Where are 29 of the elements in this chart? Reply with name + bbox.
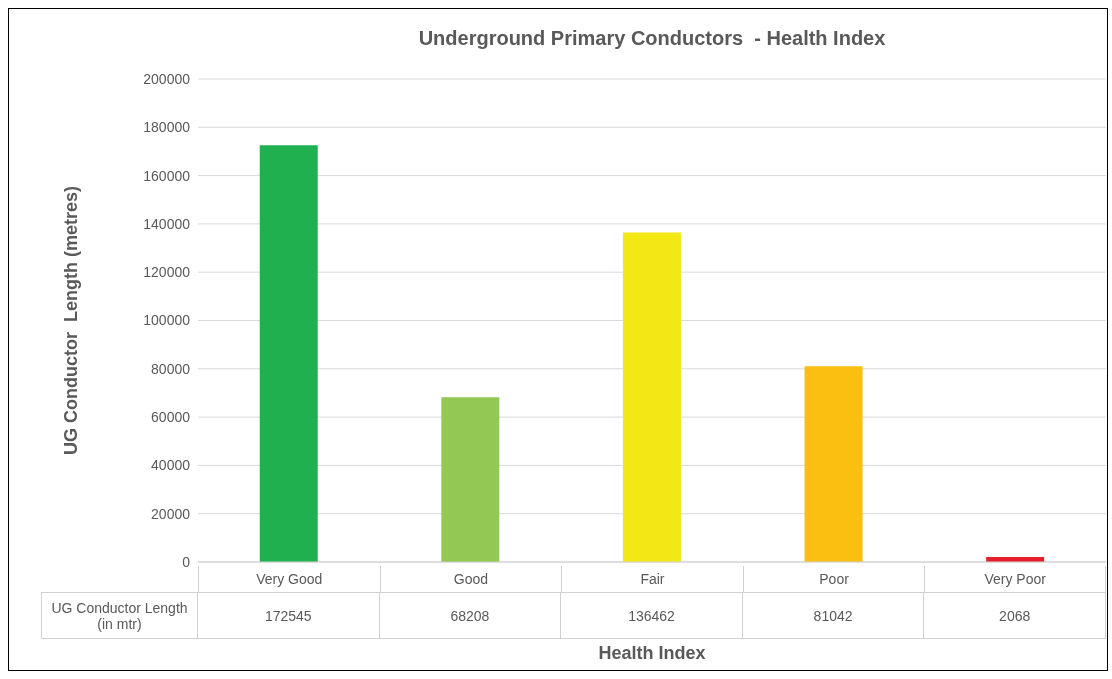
data-label: 2068: [924, 592, 1106, 639]
y-axis-title: UG Conductor Length (metres): [61, 185, 82, 457]
y-tick-label: 40000: [151, 457, 191, 474]
data-label: 68208: [379, 592, 562, 639]
bar: [259, 145, 318, 562]
bar: [441, 397, 500, 562]
y-tick-label: 120000: [143, 264, 191, 281]
x-tick-label: Poor: [742, 566, 925, 592]
data-label: 172545: [198, 592, 380, 639]
data-label: 81042: [742, 592, 925, 639]
data-label: 136462: [561, 592, 743, 639]
y-tick-label: 0: [182, 553, 191, 570]
y-tick-label: 60000: [151, 409, 191, 426]
y-tick-label: 20000: [151, 505, 191, 522]
y-tick-label: 80000: [151, 360, 191, 377]
y-tick-label: 180000: [143, 119, 191, 136]
text: UG Conductor Length (in mtr): [41, 592, 198, 639]
bar: [622, 232, 681, 562]
y-tick-label: 100000: [143, 312, 191, 329]
y-tick-label: 160000: [143, 167, 191, 184]
y-tick-label: 140000: [143, 215, 191, 232]
x-tick-label: Good: [379, 566, 562, 592]
x-axis-title: Health Index: [597, 643, 707, 664]
chart-title: Underground Primary Conductors - Health Index: [417, 27, 887, 50]
x-tick-label: Very Poor: [924, 566, 1106, 592]
x-tick-label: Fair: [561, 566, 743, 592]
y-tick-label: 200000: [143, 70, 191, 87]
x-tick-label: Very Good: [198, 566, 380, 592]
bar: [804, 366, 863, 562]
